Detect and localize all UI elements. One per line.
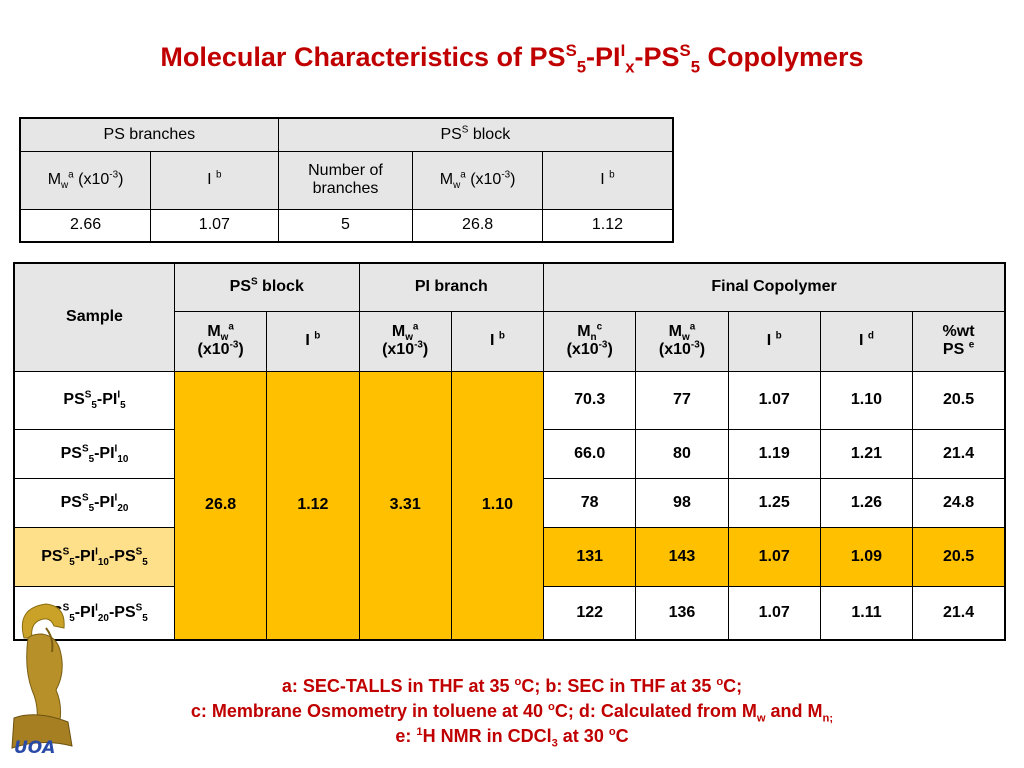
table-cell: 77 (635, 370, 729, 430)
header-i: I b (150, 150, 279, 210)
header-pss-block: PSS block (173, 262, 360, 312)
header-i: I b (727, 310, 821, 372)
table-row: 2.66 1.07 5 26.8 1.12 (19, 208, 674, 243)
merged-cell: 26.8 (173, 370, 268, 641)
table-cell: 131 (543, 526, 637, 587)
header-pss-block: PSS block (277, 117, 674, 152)
merged-cell: 3.31 (358, 370, 452, 641)
header-sample: Sample (13, 262, 175, 372)
table-cell: 1.26 (819, 477, 914, 528)
table-cell: 26.8 (412, 208, 543, 243)
footnote-line: c: Membrane Osmometry in toluene at 40 o… (190, 701, 834, 725)
table-cell: 70.3 (543, 370, 637, 430)
header-mw: Mwa (x10-3) (358, 310, 452, 372)
sample-name: PSS5-PII20 (13, 477, 175, 528)
header-final-copolymer: Final Copolymer (543, 262, 1006, 312)
table-cell: 2.66 (19, 208, 152, 243)
table-cell: 1.12 (541, 208, 674, 243)
table-cell: 1.19 (727, 428, 821, 479)
table-cell: 98 (635, 477, 729, 528)
table-cell: 21.4 (912, 428, 1006, 479)
header-i: I b (266, 310, 360, 372)
sample-name: PSS5-PII10-PSS5 (13, 526, 175, 587)
header-mw: Mwa (x10-3) (19, 150, 152, 210)
ps-branches-table: PS branches PSS block Mwa (x10-3) I b Nu… (19, 117, 674, 243)
merged-cell: 1.12 (266, 370, 360, 641)
table-cell: 66.0 (543, 428, 637, 479)
table-cell: 1.21 (819, 428, 914, 479)
table-row: PSS5-PII20 78 98 1.25 1.26 24.8 (13, 477, 1006, 528)
header-wt-ps: %wt PS e (912, 310, 1006, 372)
header-i-calculated: I d (819, 310, 914, 372)
sample-name: PSS5-PII10 (13, 428, 175, 479)
table-cell: 1.07 (150, 208, 279, 243)
table-cell: 20.5 (912, 526, 1006, 587)
sample-name: PSS5-PII5 (13, 370, 175, 430)
table-row: PSS5-PII10 66.0 80 1.19 1.21 21.4 (13, 428, 1006, 479)
header-mw: Mwa (x10-3) (635, 310, 729, 372)
merged-cell: 1.10 (450, 370, 545, 641)
header-pi-branch: PI branch (358, 262, 545, 312)
table-cell: 122 (543, 585, 637, 641)
table-cell: 1.07 (727, 370, 821, 430)
table-cell: 24.8 (912, 477, 1006, 528)
header-i: I b (450, 310, 545, 372)
footnotes: a: SEC-TALLS in THF at 35 oC; b: SEC in … (0, 674, 1024, 749)
table-row-highlighted: PSS5-PII10-PSS5 131 143 1.07 1.09 20.5 (13, 526, 1006, 587)
table-cell: 1.25 (727, 477, 821, 528)
header-i: I b (541, 150, 674, 210)
header-mn: Mnc (x10-3) (543, 310, 637, 372)
table-cell: 143 (635, 526, 729, 587)
table-cell: 136 (635, 585, 729, 641)
table-cell: 1.09 (819, 526, 914, 587)
table-row: PSS5-PII20-PSS5 122 136 1.07 1.11 21.4 (13, 585, 1006, 641)
table-cell: 1.10 (819, 370, 914, 430)
table-cell: 78 (543, 477, 637, 528)
header-ps-branches: PS branches (19, 117, 279, 152)
table-cell: 21.4 (912, 585, 1006, 641)
logo-text: UOA (14, 738, 56, 758)
header-mw: Mwa (x10-3) (173, 310, 268, 372)
footnote-line: a: SEC-TALLS in THF at 35 oC; b: SEC in … (281, 676, 743, 696)
table-row: PSS5-PII5 26.8 1.12 3.31 1.10 70.3 77 1.… (13, 370, 1006, 641)
copolymer-table: Sample PSS block PI branch Final Copolym… (13, 262, 1006, 641)
table-cell: 80 (635, 428, 729, 479)
header-number-of-branches: Number of branches (277, 150, 414, 210)
footnote-line: e: 1H NMR in CDCl3 at 30 oC (395, 726, 629, 750)
table-cell: 20.5 (912, 370, 1006, 430)
helmeted-head-icon (11, 603, 73, 749)
table-cell: 1.07 (727, 526, 821, 587)
header-mw: Mwa (x10-3) (412, 150, 543, 210)
table-cell: 5 (277, 208, 414, 243)
table-cell: 1.11 (819, 585, 914, 641)
page-title: Molecular Characteristics of PSS5-PIIx-P… (160, 41, 864, 77)
table-cell: 1.07 (727, 585, 821, 641)
